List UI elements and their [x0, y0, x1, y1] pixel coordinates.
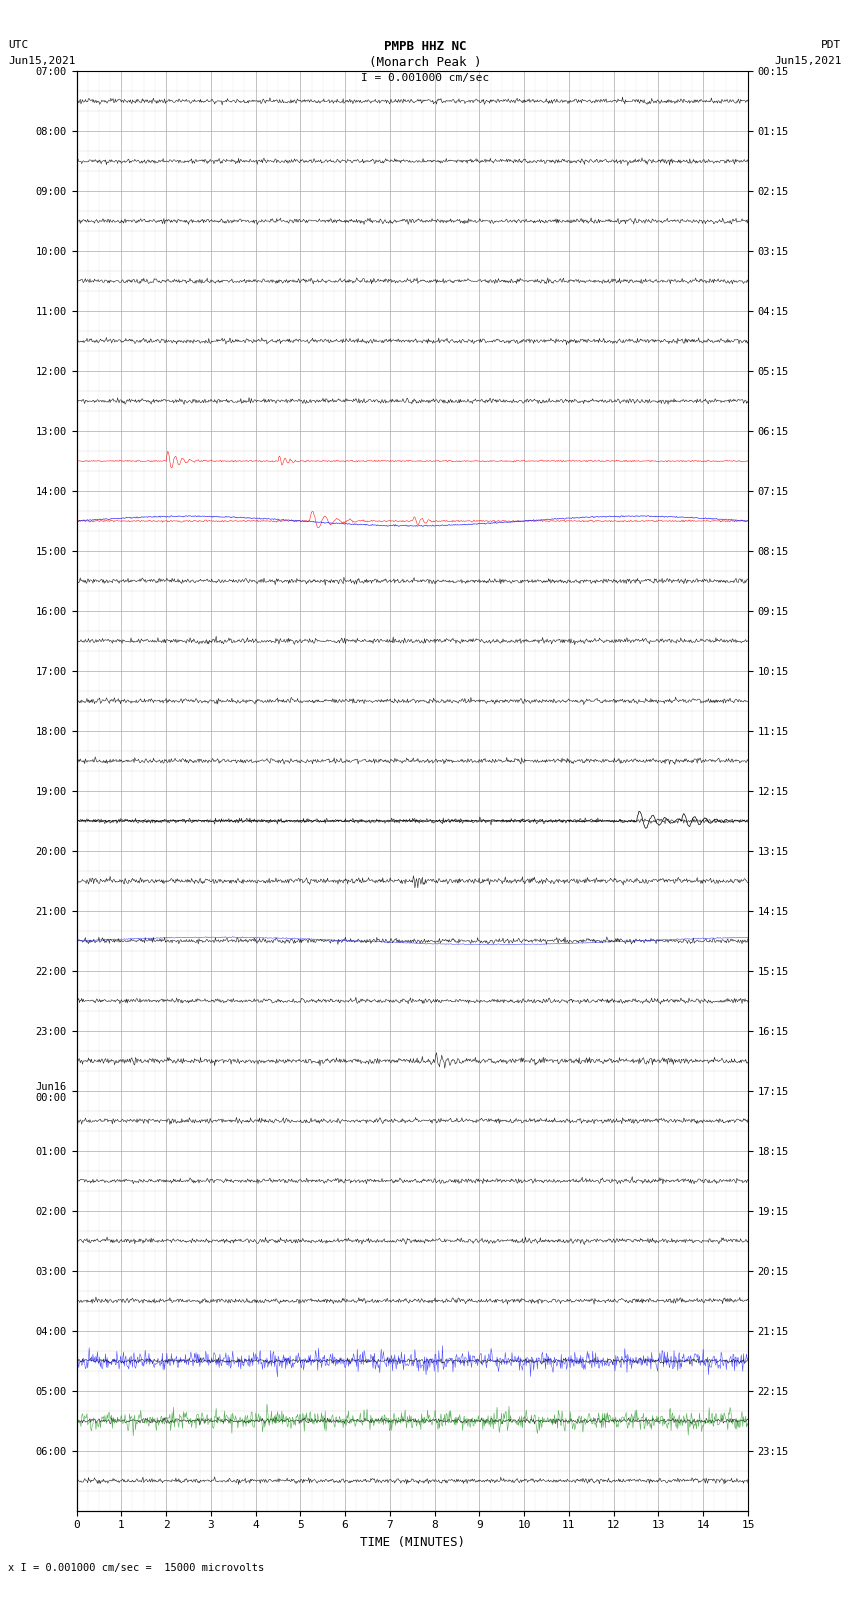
Text: (Monarch Peak ): (Monarch Peak ) [369, 56, 481, 69]
Text: UTC: UTC [8, 40, 29, 50]
Text: I = 0.001000 cm/sec: I = 0.001000 cm/sec [361, 73, 489, 82]
Text: x I = 0.001000 cm/sec =  15000 microvolts: x I = 0.001000 cm/sec = 15000 microvolts [8, 1563, 264, 1573]
Text: PMPB HHZ NC: PMPB HHZ NC [383, 40, 467, 53]
Text: PDT: PDT [821, 40, 842, 50]
Text: Jun15,2021: Jun15,2021 [8, 56, 76, 66]
X-axis label: TIME (MINUTES): TIME (MINUTES) [360, 1536, 465, 1548]
Text: Jun15,2021: Jun15,2021 [774, 56, 842, 66]
